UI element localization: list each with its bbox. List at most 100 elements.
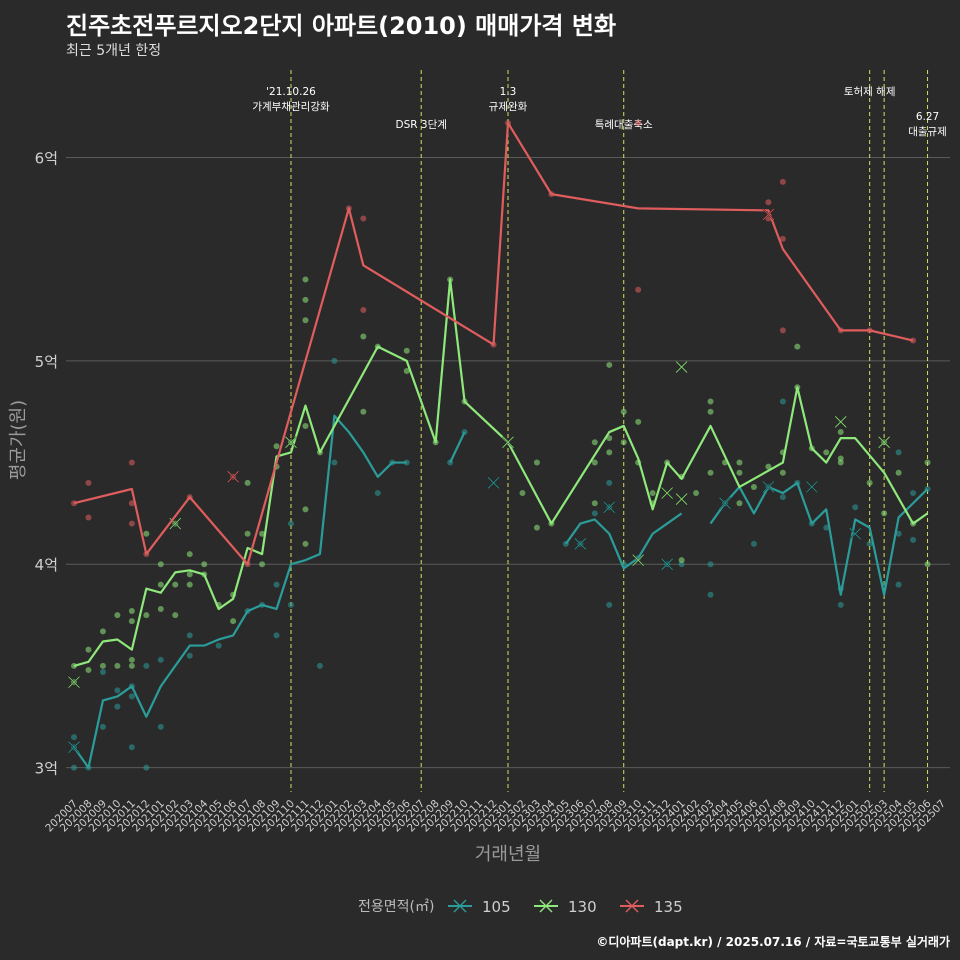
data-point — [186, 581, 193, 588]
event-label: '21.10.26 — [266, 86, 316, 98]
data-point — [172, 612, 179, 619]
legend-item-105: 105 — [448, 898, 511, 916]
data-point — [259, 530, 266, 537]
data-point — [128, 618, 135, 625]
data-point — [157, 723, 164, 730]
data-point — [331, 357, 338, 364]
data-point — [779, 494, 786, 501]
data-point — [924, 459, 931, 466]
data-point — [85, 514, 92, 521]
data-point — [403, 347, 410, 354]
legend-cross — [539, 899, 553, 913]
data-point — [143, 612, 150, 619]
cancel-mark-color — [285, 436, 297, 449]
data-point — [707, 561, 714, 568]
data-point — [591, 510, 598, 517]
data-point — [635, 119, 642, 126]
cancel-mark-color — [68, 676, 80, 689]
cancel-mark-color — [661, 558, 673, 571]
page-title: 진주초전푸르지오2단지 아파트(2010) 매매가격 변화 — [66, 12, 617, 40]
data-point — [360, 333, 367, 340]
event-label: 토허제 해제 — [844, 85, 896, 98]
data-point — [85, 479, 92, 486]
data-point — [750, 483, 757, 490]
data-point — [186, 632, 193, 639]
event-label: 대출규제 — [908, 126, 947, 138]
series-135 — [71, 119, 917, 568]
data-point — [157, 581, 164, 588]
data-point — [99, 628, 106, 635]
event-label: DSR 3단계 — [396, 119, 447, 131]
data-point — [114, 612, 121, 619]
data-point — [779, 398, 786, 405]
data-point — [99, 662, 106, 669]
data-point — [288, 601, 294, 608]
y-axis: 3억 4억 5억 6억 — [35, 150, 58, 778]
data-point — [143, 764, 150, 771]
data-point — [128, 500, 135, 507]
data-point — [779, 178, 786, 185]
data-point — [765, 463, 772, 470]
data-point — [128, 520, 135, 527]
data-point — [273, 632, 280, 639]
data-point — [779, 327, 786, 334]
data-point — [157, 561, 164, 568]
data-point — [403, 368, 410, 375]
x-axis: 2020072020082020092020102020112020122021… — [43, 797, 948, 834]
data-point — [360, 408, 367, 415]
data-point — [533, 459, 540, 466]
legend-label: 105 — [482, 898, 511, 916]
cancel-mark-color — [878, 436, 890, 449]
data-point — [128, 459, 135, 466]
data-point — [707, 398, 714, 405]
data-point — [837, 429, 844, 436]
data-point — [591, 439, 598, 446]
data-point — [533, 524, 540, 531]
data-point — [230, 618, 237, 625]
cancel-mark-color — [487, 477, 500, 489]
data-point — [114, 703, 121, 710]
data-point — [128, 693, 135, 700]
data-point — [302, 276, 309, 283]
legend-item-135: 135 — [620, 898, 683, 916]
data-point — [852, 504, 859, 511]
data-point — [606, 449, 613, 456]
data-point — [606, 479, 613, 486]
data-point — [707, 469, 714, 476]
data-point — [215, 642, 222, 649]
data-point — [678, 557, 685, 564]
data-point — [273, 581, 280, 588]
legend-label: 135 — [654, 898, 683, 916]
series-line — [449, 431, 466, 464]
y-tick-label: 4억 — [35, 556, 58, 574]
data-point — [895, 469, 902, 476]
cancel-mark-color — [227, 470, 239, 483]
data-point — [519, 490, 526, 497]
data-point — [895, 449, 902, 456]
data-point — [288, 520, 294, 527]
cancel-mark-color — [719, 497, 731, 510]
data-point — [606, 361, 613, 368]
cancel-mark-color — [502, 436, 514, 449]
data-point — [910, 536, 917, 543]
data-point — [693, 490, 700, 497]
data-point — [707, 408, 714, 415]
cancel-mark-color — [762, 208, 775, 221]
cancel-mark-color — [632, 554, 645, 567]
legend-title: 전용면적(㎡) — [358, 899, 434, 915]
data-point — [128, 608, 135, 615]
data-point — [157, 656, 164, 663]
data-point — [895, 581, 902, 588]
legend-cross — [625, 899, 639, 913]
data-point — [635, 418, 642, 425]
cancel-mark-color — [68, 741, 80, 754]
data-point — [823, 524, 830, 531]
data-point — [866, 479, 873, 486]
legend-item-130: 130 — [534, 898, 597, 916]
data-point — [837, 601, 844, 608]
event-label: 가계부채관리강화 — [252, 101, 330, 113]
data-point — [172, 581, 179, 588]
data-point — [736, 500, 743, 507]
legend: 전용면적(㎡) 105 130 135 — [358, 898, 683, 916]
